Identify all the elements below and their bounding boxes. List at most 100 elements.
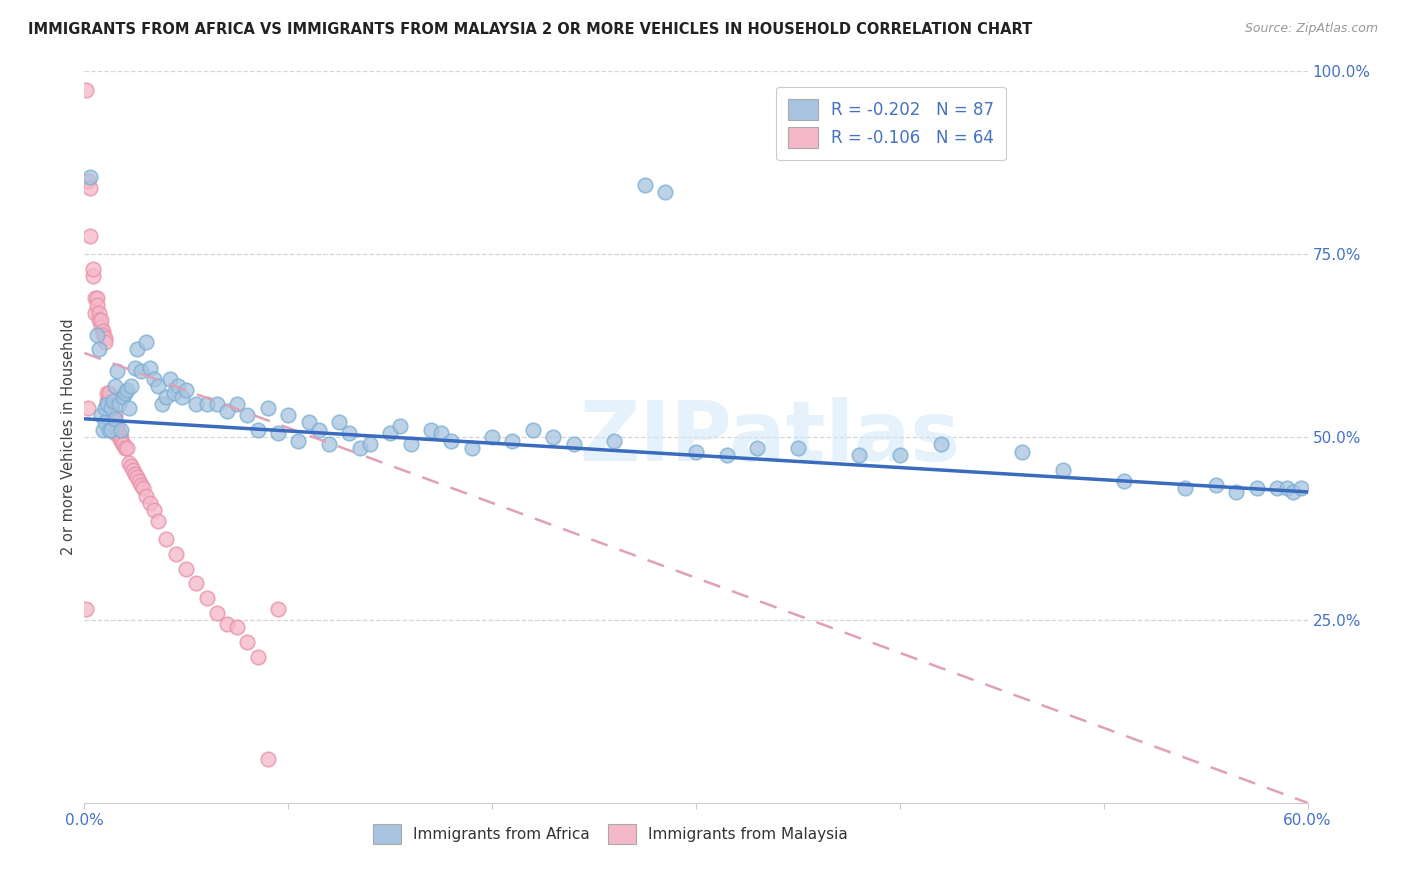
Point: [359, 437, 381, 451]
Point: [138, 360, 160, 375]
Point: [100, 401, 122, 415]
Point: [110, 434, 132, 448]
Point: [91, 423, 114, 437]
Point: [267, 426, 290, 441]
Point: [174, 562, 197, 576]
Y-axis label: 2 or more Vehicles in Household: 2 or more Vehicles in Household: [60, 318, 76, 556]
Point: [685, 444, 707, 458]
Point: [90, 320, 112, 334]
Point: [186, 576, 208, 591]
Point: [267, 602, 290, 616]
Point: [543, 430, 565, 444]
Point: [90, 408, 112, 422]
Point: [90, 313, 112, 327]
Point: [75, 83, 97, 97]
Point: [122, 463, 145, 477]
Point: [420, 423, 443, 437]
Point: [205, 397, 228, 411]
Point: [97, 390, 120, 404]
Point: [1052, 463, 1074, 477]
Point: [108, 430, 131, 444]
Point: [155, 533, 177, 547]
Point: [226, 620, 249, 634]
Point: [339, 426, 361, 441]
Point: [174, 383, 197, 397]
Point: [277, 408, 299, 422]
Point: [167, 379, 190, 393]
Point: [257, 401, 280, 415]
Point: [236, 635, 259, 649]
Point: [236, 408, 259, 422]
Point: [889, 448, 911, 462]
Text: Source: ZipAtlas.com: Source: ZipAtlas.com: [1244, 22, 1378, 36]
Point: [246, 649, 269, 664]
Point: [430, 426, 453, 441]
Point: [100, 401, 122, 415]
Point: [1265, 481, 1288, 495]
Point: [118, 456, 141, 470]
Point: [93, 334, 115, 349]
Point: [186, 397, 208, 411]
Point: [104, 379, 127, 393]
Point: [1174, 481, 1197, 495]
Point: [100, 423, 122, 437]
Point: [165, 547, 187, 561]
Point: [75, 602, 97, 616]
Point: [246, 423, 269, 437]
Point: [389, 419, 412, 434]
Point: [328, 416, 350, 430]
Point: [114, 386, 136, 401]
Point: [105, 364, 128, 378]
Point: [115, 383, 138, 397]
Point: [135, 489, 157, 503]
Point: [105, 423, 128, 437]
Point: [96, 386, 118, 401]
Point: [172, 390, 194, 404]
Point: [83, 306, 105, 320]
Point: [159, 371, 181, 385]
Point: [195, 591, 218, 605]
Point: [929, 437, 952, 451]
Point: [150, 397, 173, 411]
Point: [101, 408, 124, 422]
Point: [104, 408, 127, 422]
Point: [399, 437, 422, 451]
Point: [112, 437, 135, 451]
Point: [461, 441, 484, 455]
Point: [522, 423, 544, 437]
Point: [86, 291, 108, 305]
Point: [634, 178, 657, 192]
Point: [440, 434, 463, 448]
Point: [127, 343, 149, 357]
Point: [96, 393, 118, 408]
Point: [79, 170, 101, 185]
Point: [146, 379, 169, 393]
Point: [131, 364, 153, 378]
Point: [97, 386, 120, 401]
Point: [195, 397, 218, 411]
Point: [155, 390, 177, 404]
Point: [87, 343, 110, 357]
Point: [87, 306, 110, 320]
Point: [124, 360, 146, 375]
Point: [848, 448, 870, 462]
Point: [1246, 481, 1268, 495]
Point: [127, 470, 149, 484]
Point: [138, 496, 160, 510]
Point: [131, 477, 153, 491]
Point: [142, 503, 165, 517]
Point: [112, 390, 135, 404]
Point: [226, 397, 249, 411]
Point: [287, 434, 309, 448]
Point: [108, 426, 131, 441]
Point: [91, 324, 114, 338]
Point: [104, 426, 127, 441]
Point: [115, 441, 138, 455]
Point: [105, 419, 128, 434]
Point: [132, 481, 155, 495]
Point: [308, 423, 330, 437]
Point: [257, 752, 280, 766]
Point: [96, 397, 118, 411]
Point: [108, 397, 131, 411]
Point: [1205, 477, 1227, 491]
